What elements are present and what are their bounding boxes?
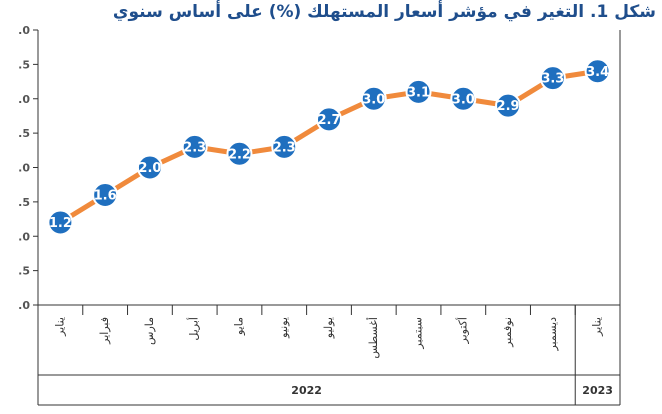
category-label: فبراير — [98, 317, 111, 345]
data-point — [539, 65, 566, 92]
data-label: 2.2 — [228, 147, 251, 162]
y-tick-label: .0 — [18, 299, 30, 312]
series-line — [57, 68, 601, 225]
y-tick-label: .0 — [18, 230, 30, 243]
category-label: يوليو — [322, 317, 335, 339]
y-tick-label: .0 — [18, 24, 30, 37]
y-tick-label: .5 — [18, 127, 30, 140]
data-point — [92, 182, 119, 208]
category-label: ديسمبر — [546, 317, 559, 352]
data-point — [181, 133, 208, 160]
data-label: 2.7 — [317, 113, 340, 128]
year-label: 2022 — [291, 384, 322, 397]
data-point — [316, 106, 342, 133]
data-label: 2.9 — [497, 99, 520, 114]
y-tick-label: .5 — [18, 58, 30, 71]
category-label: أكتوبر — [455, 317, 469, 344]
data-label: 3.4 — [586, 65, 609, 80]
category-label: يناير — [591, 317, 604, 337]
data-point — [405, 78, 432, 105]
data-point — [47, 209, 74, 236]
category-label: مايو — [232, 317, 245, 336]
y-tick-label: .5 — [18, 265, 30, 278]
data-label: 3.3 — [541, 72, 564, 87]
data-label: 1.6 — [94, 189, 117, 204]
year-label: 2023 — [582, 384, 613, 397]
data-point — [495, 92, 522, 119]
category-label: مارس — [143, 317, 156, 345]
data-label: 2.3 — [273, 140, 296, 155]
category-label: نوفمبر — [501, 317, 514, 348]
data-point — [271, 133, 298, 160]
data-label: 3.0 — [362, 92, 385, 107]
data-label: 2.3 — [183, 140, 206, 155]
y-tick-label: .0 — [18, 93, 30, 106]
category-label: أبريل — [187, 317, 201, 341]
chart-title: شكل 1. التغير في مؤشر أسعار المستهلك (%)… — [112, 2, 656, 22]
category-label: سبتمبر — [412, 317, 425, 350]
y-tick-label: .0 — [18, 162, 30, 175]
y-tick-label: .5 — [18, 196, 30, 209]
data-point — [360, 85, 387, 112]
category-label: يونيو — [277, 317, 290, 339]
category-label: أغسطس — [366, 317, 380, 359]
data-label: 3.1 — [407, 85, 430, 100]
data-label: 1.2 — [49, 216, 72, 231]
data-label: 2.0 — [138, 161, 161, 176]
data-label: 3.0 — [452, 92, 475, 107]
data-point — [450, 85, 477, 112]
data-point — [136, 154, 163, 181]
category-label: يناير — [53, 317, 66, 337]
data-point — [226, 140, 253, 167]
data-point — [584, 58, 611, 85]
